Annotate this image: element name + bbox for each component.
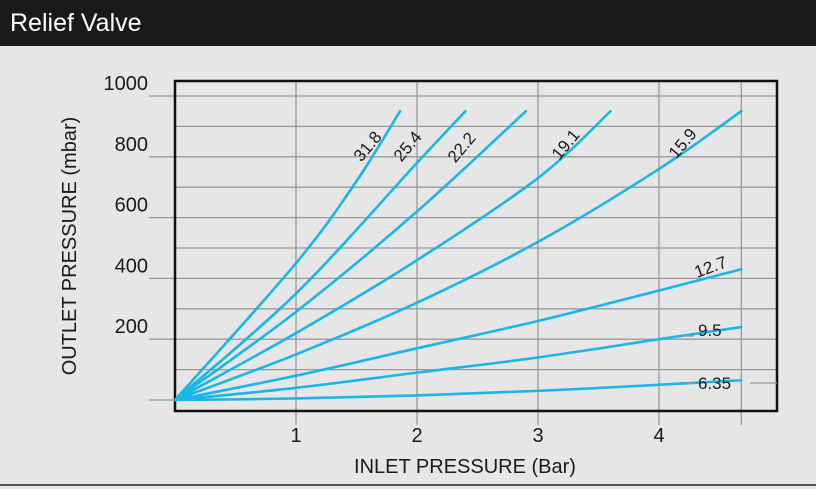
x-tick-label: 4 bbox=[653, 425, 664, 447]
bottom-divider bbox=[0, 484, 816, 486]
x-axis-title: INLET PRESSURE (Bar) bbox=[354, 456, 576, 478]
y-axis-title: OUTLET PRESSURE (mbar) bbox=[59, 117, 81, 376]
x-tick-label: 2 bbox=[411, 425, 422, 447]
series-label-9-5: 9.5 bbox=[698, 321, 722, 340]
series-label-6-35: 6.35 bbox=[698, 374, 731, 393]
series-line-25-4 bbox=[173, 109, 467, 402]
series-line-12-7 bbox=[173, 267, 743, 402]
y-tick-label: 1000 bbox=[104, 73, 149, 95]
series-line-15-9 bbox=[173, 109, 743, 402]
series-line-22-2 bbox=[173, 109, 528, 402]
series-line-31-8 bbox=[173, 109, 402, 402]
y-tick-label: 200 bbox=[115, 316, 148, 338]
series-label-31-8: 31.8 bbox=[350, 128, 386, 166]
y-tick-label: 600 bbox=[115, 195, 148, 217]
axis-ticks: 1 2 3 4 200 400 600 800 1000 bbox=[104, 73, 665, 447]
page-title: Relief Valve bbox=[0, 0, 816, 46]
plot-frame bbox=[173, 79, 779, 413]
y-tick-label: 400 bbox=[115, 255, 148, 277]
y-tick-label: 800 bbox=[115, 134, 148, 156]
series-lines bbox=[173, 109, 743, 402]
series-line-19-1 bbox=[173, 109, 612, 402]
x-tick-label: 3 bbox=[532, 425, 543, 447]
series-line-9-5 bbox=[173, 325, 743, 402]
series-line-6-35 bbox=[173, 378, 743, 402]
x-tick-label: 1 bbox=[290, 425, 301, 447]
